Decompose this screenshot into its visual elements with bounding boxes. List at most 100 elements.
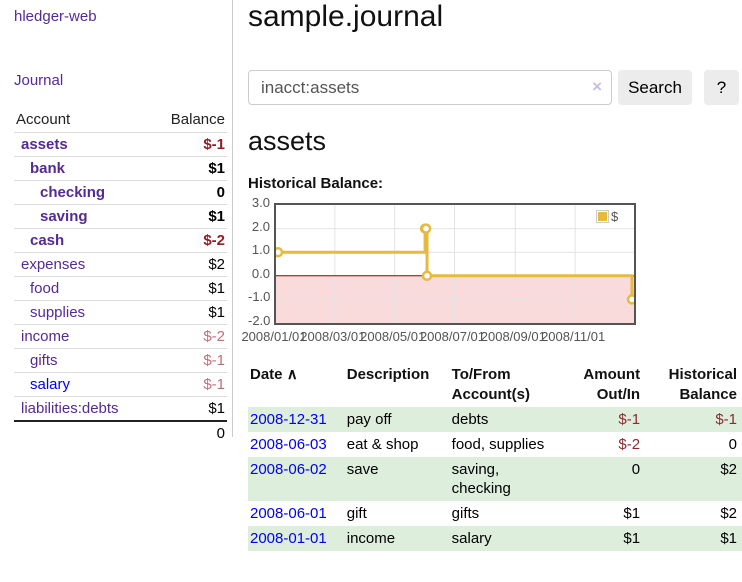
account-balance: $1 — [208, 303, 225, 321]
account-link-saving[interactable]: saving — [40, 207, 88, 225]
transaction-balance: $2 — [720, 505, 737, 522]
transaction-accounts: food, supplies — [451, 436, 545, 453]
transaction-balance: $-1 — [715, 411, 737, 428]
x-tick-label: 2008/11/01 — [541, 329, 606, 344]
transaction-amount: $1 — [623, 505, 641, 522]
y-tick-label: 1.0 — [251, 242, 270, 258]
account-balance: $-1 — [203, 351, 225, 369]
transactions-table: Date ∧ Description To/From Account(s) Am… — [248, 363, 742, 551]
account-link-checking[interactable]: checking — [40, 183, 106, 201]
legend-color-swatch — [596, 210, 609, 223]
accounts-header-balance: Balance — [170, 111, 225, 129]
search-button[interactable]: Search — [618, 70, 692, 105]
account-balance: $-1 — [203, 135, 225, 153]
account-link-gifts[interactable]: gifts — [30, 351, 58, 369]
transaction-date-link[interactable]: 2008-06-03 — [250, 436, 327, 453]
y-tick-label: 3.0 — [251, 195, 270, 210]
account-balance: $-2 — [203, 327, 225, 345]
transaction-row: 2008-06-03 eat & shop food, supplies $-2… — [248, 432, 742, 457]
transaction-description: gift — [346, 505, 367, 522]
help-button[interactable]: ? — [704, 70, 739, 105]
sidebar-divider — [232, 0, 233, 437]
header-date[interactable]: Date ∧ — [250, 366, 298, 383]
legend-label: $ — [611, 209, 619, 224]
account-balance: $-2 — [203, 231, 225, 249]
account-row: supplies $1 — [14, 300, 227, 324]
transaction-description: save — [346, 461, 379, 478]
transaction-row: 2008-12-31 pay off debts $-1 $-1 — [248, 407, 742, 432]
account-balance: $1 — [208, 279, 225, 297]
transaction-amount: $1 — [623, 530, 641, 547]
transaction-balance: 0 — [728, 436, 737, 453]
account-balance: $1 — [208, 159, 225, 177]
transaction-amount: $-1 — [618, 411, 641, 428]
transaction-date-link[interactable]: 2008-06-02 — [250, 461, 327, 478]
x-tick-label: 2008/09/01 — [480, 329, 546, 344]
x-tick-label: 2008/07/01 — [419, 329, 486, 344]
sidebar-item-journal[interactable]: Journal — [14, 72, 64, 89]
clear-search-icon[interactable]: × — [592, 77, 602, 96]
account-link-liabilities-debts[interactable]: liabilities:debts — [21, 399, 119, 417]
account-balance: 0 — [216, 183, 225, 201]
account-link-cash[interactable]: cash — [30, 231, 65, 249]
account-link-expenses[interactable]: expenses — [21, 255, 86, 273]
transaction-date-link[interactable]: 2008-01-01 — [250, 530, 327, 547]
account-link-salary[interactable]: salary — [30, 375, 71, 393]
transaction-balance: $2 — [720, 461, 737, 478]
account-balance: $-1 — [203, 375, 225, 393]
search-input[interactable] — [248, 70, 612, 105]
account-link-supplies[interactable]: supplies — [30, 303, 86, 321]
account-heading: assets — [248, 126, 327, 156]
transaction-amount: 0 — [631, 461, 641, 478]
accounts-header-account: Account — [16, 111, 71, 129]
transaction-row: 2008-01-01 income salary $1 $1 — [248, 526, 742, 551]
page-title: sample.journal — [248, 0, 444, 33]
account-link-food[interactable]: food — [30, 279, 60, 297]
transaction-date-link[interactable]: 2008-12-31 — [250, 411, 327, 428]
accounts-total-value: 0 — [216, 424, 225, 442]
search-bar: × Search ? — [248, 70, 739, 105]
account-row: food $1 — [14, 276, 227, 300]
chart-plot-area — [274, 203, 636, 325]
account-row: checking 0 — [14, 180, 227, 204]
transaction-amount: $-2 — [618, 436, 641, 453]
y-tick-label: 0.0 — [251, 265, 270, 281]
account-link-bank[interactable]: bank — [30, 159, 66, 177]
accounts-table-header: Account Balance — [14, 108, 227, 132]
transaction-description: income — [346, 530, 396, 547]
account-row: salary $-1 — [14, 372, 227, 396]
transaction-description: eat & shop — [346, 436, 419, 453]
sort-ascending-icon[interactable]: ∧ — [286, 366, 298, 383]
account-row: saving $1 — [14, 204, 227, 228]
account-row: liabilities:debts $1 — [14, 396, 227, 421]
y-tick-label: -2.0 — [248, 313, 271, 328]
transactions-header-row: Date ∧ Description To/From Account(s) Am… — [248, 363, 742, 407]
header-amount: Amount Out/In — [583, 366, 641, 403]
accounts-total-row: 0 — [14, 420, 227, 445]
header-balance: Historical Balance — [668, 366, 737, 403]
x-tick-label: 2008/01/01 — [241, 329, 307, 344]
account-balance: $2 — [208, 255, 225, 273]
transaction-accounts: salary — [451, 530, 492, 547]
account-row: expenses $2 — [14, 252, 227, 276]
historical-balance-chart: $ 3.0 2.0 1.0 0.0 -1.0 -2.0 2008/01/01 2008/03/… — [241, 195, 742, 348]
account-balance: $1 — [208, 207, 225, 225]
account-balance: $1 — [208, 399, 225, 417]
main-content: sample.journal × Search ? assets Histori… — [241, 0, 742, 582]
account-link-assets[interactable]: assets — [21, 135, 68, 153]
header-description: Description — [346, 366, 430, 383]
account-row: bank $1 — [14, 156, 227, 180]
app-title-link[interactable]: hledger-web — [14, 8, 97, 25]
transaction-row: 2008-06-01 gift gifts $1 $2 — [248, 501, 742, 526]
account-row: income $-2 — [14, 324, 227, 348]
sidebar: hledger-web Journal Account Balance asse… — [0, 0, 232, 442]
transaction-description: pay off — [346, 411, 392, 428]
header-tofrom: To/From Account(s) — [451, 366, 530, 403]
account-row: cash $-2 — [14, 228, 227, 252]
accounts-table: Account Balance assets $-1 bank $1 check… — [14, 108, 227, 445]
transaction-date-link[interactable]: 2008-06-01 — [250, 505, 327, 522]
chart-title: Historical Balance: — [248, 175, 384, 192]
transaction-accounts: debts — [451, 411, 489, 428]
account-link-income[interactable]: income — [21, 327, 70, 345]
y-tick-label: -1.0 — [248, 289, 271, 305]
